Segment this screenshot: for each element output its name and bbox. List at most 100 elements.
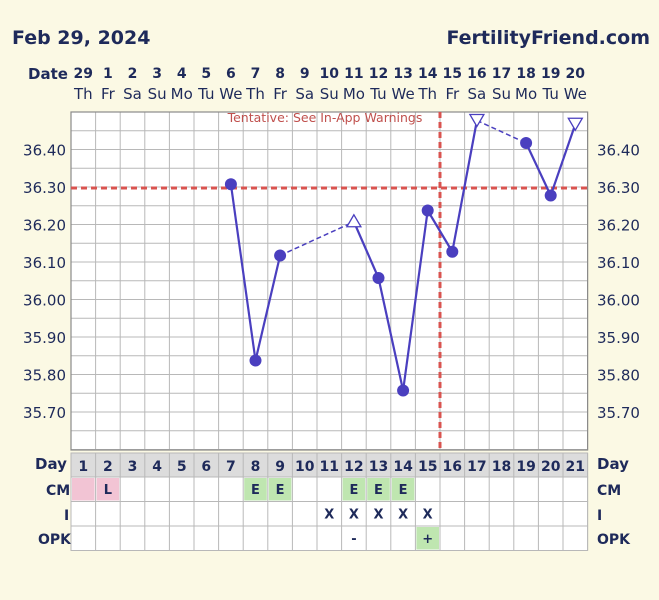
weekday-tick-label: We bbox=[564, 85, 587, 103]
cm-cell bbox=[268, 478, 292, 501]
y-tick-label-left: 35.80 bbox=[23, 367, 66, 385]
cm-cell bbox=[367, 478, 390, 501]
intercourse-value: X bbox=[324, 508, 334, 523]
day-number-label: 2 bbox=[103, 459, 113, 475]
day-number-label: 18 bbox=[492, 459, 511, 475]
date-tick-label: 7 bbox=[251, 66, 261, 82]
y-tick-label-right: 36.20 bbox=[597, 217, 640, 235]
y-tick-label-left: 36.00 bbox=[23, 292, 66, 310]
date-tick-label: 10 bbox=[320, 66, 340, 82]
date-tick-label: 29 bbox=[74, 66, 93, 82]
weekday-tick-label: Su bbox=[148, 85, 167, 103]
weekday-tick-label: Fr bbox=[101, 85, 116, 103]
y-tick-label-right: 36.10 bbox=[597, 254, 640, 272]
weekday-tick-label: Su bbox=[320, 85, 339, 103]
i-row-label-right: I bbox=[597, 508, 602, 524]
y-tick-label-left: 35.90 bbox=[23, 329, 66, 347]
temperature-line bbox=[525, 142, 552, 196]
day-number-label: 1 bbox=[78, 459, 88, 475]
date-tick-label: 19 bbox=[541, 66, 560, 82]
y-tick-label-right: 36.40 bbox=[597, 142, 640, 160]
y-tick-label-left: 36.20 bbox=[23, 217, 66, 235]
opk-value: - bbox=[351, 532, 356, 547]
intercourse-value: X bbox=[373, 508, 383, 523]
temperature-line bbox=[229, 184, 257, 361]
date-tick-label: 2 bbox=[128, 66, 138, 82]
temperature-line-dashed bbox=[279, 221, 355, 257]
temperature-point-open-triangle bbox=[468, 113, 486, 128]
date-tick-label: 11 bbox=[344, 66, 363, 82]
date-tick-label: 13 bbox=[393, 66, 412, 82]
weekday-tick-label: We bbox=[219, 85, 242, 103]
cm-value: L bbox=[104, 483, 112, 498]
cm-value: E bbox=[399, 483, 408, 498]
date-tick-label: 4 bbox=[177, 66, 187, 82]
weekday-tick-label: Mo bbox=[515, 85, 537, 103]
day-number-label: 6 bbox=[201, 459, 211, 475]
weekday-tick-label: Tu bbox=[541, 85, 558, 103]
date-tick-label: 20 bbox=[566, 66, 586, 82]
temperature-point bbox=[446, 245, 459, 258]
date-tick-label: 12 bbox=[369, 66, 388, 82]
day-number-label: 19 bbox=[516, 459, 535, 475]
temperature-line bbox=[352, 221, 380, 279]
date-tick-label: 5 bbox=[201, 66, 211, 82]
cm-cell bbox=[391, 478, 415, 501]
weekday-tick-label: Su bbox=[492, 85, 511, 103]
cm-cell bbox=[72, 478, 95, 501]
site-name: FertilityFriend.com bbox=[446, 27, 650, 49]
temperature-point-open-triangle bbox=[567, 117, 584, 132]
temperature-point bbox=[274, 249, 287, 262]
day-number-label: 17 bbox=[467, 459, 486, 475]
weekday-tick-label: Tu bbox=[369, 85, 386, 103]
temperature-line bbox=[451, 120, 478, 252]
plot-border bbox=[70, 111, 589, 451]
cm-cell bbox=[244, 478, 267, 501]
day-number-label: 11 bbox=[320, 459, 339, 475]
date-tick-label: 15 bbox=[443, 66, 462, 82]
day-row-label-left: Day bbox=[35, 455, 67, 473]
day-number-label: 12 bbox=[344, 459, 363, 475]
tentative-warning-annotation: Tentative: See In-App Warnings bbox=[227, 110, 423, 125]
cm-value: E bbox=[374, 483, 383, 498]
day-number-label: 5 bbox=[177, 459, 187, 475]
chart-date: Feb 29, 2024 bbox=[12, 27, 150, 49]
weekday-tick-label: Fr bbox=[273, 85, 288, 103]
opk-row-label-left: OPK bbox=[38, 532, 72, 548]
day-number-label: 14 bbox=[393, 459, 413, 475]
temperature-line bbox=[549, 123, 577, 196]
date-tick-label: 6 bbox=[226, 66, 236, 82]
opk-row-label-right: OPK bbox=[597, 532, 631, 548]
y-tick-label-right: 35.90 bbox=[597, 329, 640, 347]
day-number-label: 16 bbox=[443, 459, 462, 475]
date-row-label: Date bbox=[28, 65, 68, 83]
weekday-tick-label: Tu bbox=[197, 85, 214, 103]
weekday-tick-label: Th bbox=[245, 85, 265, 103]
cm-cell bbox=[342, 478, 366, 501]
intercourse-value: X bbox=[349, 508, 359, 523]
temperature-point bbox=[544, 189, 557, 202]
temperature-line bbox=[402, 210, 429, 391]
intercourse-value: X bbox=[423, 508, 433, 523]
opk-value: + bbox=[422, 532, 433, 547]
temperature-point bbox=[520, 137, 533, 149]
cm-value: E bbox=[349, 483, 358, 498]
weekday-tick-label: Th bbox=[73, 85, 93, 103]
y-tick-label-right: 35.80 bbox=[597, 367, 640, 385]
y-tick-label-left: 36.10 bbox=[23, 254, 66, 272]
y-tick-label-left: 35.70 bbox=[23, 404, 66, 422]
cm-value: E bbox=[276, 483, 285, 498]
temperature-point-open-triangle bbox=[345, 213, 363, 228]
date-tick-label: 14 bbox=[418, 66, 438, 82]
temperature-line bbox=[426, 209, 454, 253]
date-tick-label: 3 bbox=[152, 66, 162, 82]
date-tick-label: 17 bbox=[492, 66, 511, 82]
weekday-tick-label: Mo bbox=[171, 85, 193, 103]
cm-cell bbox=[96, 478, 120, 501]
day-number-label: 13 bbox=[369, 459, 388, 475]
day-number-label: 20 bbox=[541, 459, 561, 475]
temperature-line bbox=[377, 277, 405, 391]
cm-row-label-right: CM bbox=[597, 483, 621, 499]
temperature-line-dashed bbox=[476, 119, 527, 144]
